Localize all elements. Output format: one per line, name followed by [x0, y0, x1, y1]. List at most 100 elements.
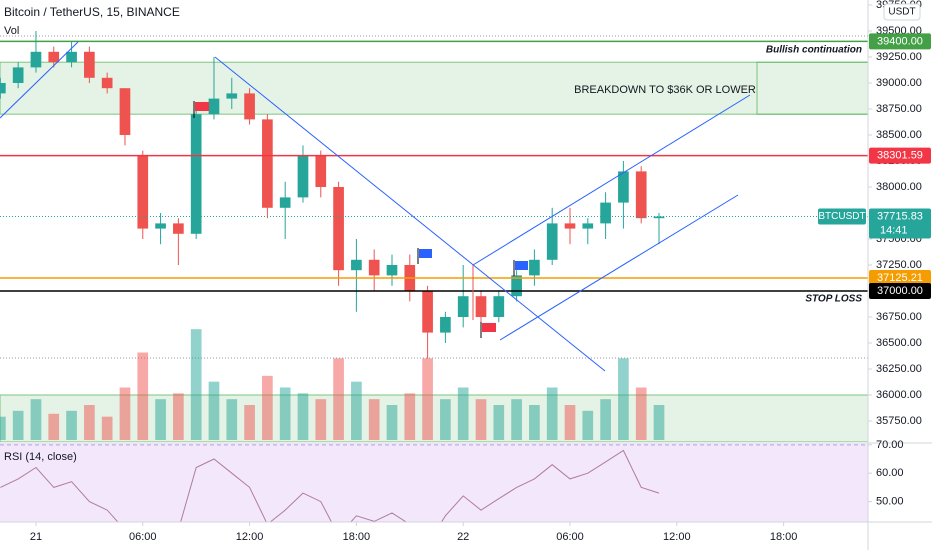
- candle-body: [529, 259, 540, 276]
- volume-bar: [0, 416, 6, 440]
- volume-bar: [457, 387, 469, 440]
- candle-body: [119, 88, 131, 135]
- x-tick-label: 06:00: [129, 531, 157, 543]
- y-tick-label: 36250.00: [876, 363, 922, 375]
- flag: [195, 102, 209, 111]
- rsi-label: RSI (14, close): [4, 451, 77, 463]
- zone-box: [756, 61, 868, 115]
- candle-body: [12, 67, 24, 83]
- volume-bar: [511, 399, 522, 440]
- candle-body: [475, 296, 487, 317]
- candle-body: [333, 186, 344, 271]
- candle-body: [155, 223, 166, 229]
- candle-body: [244, 93, 255, 120]
- x-tick-label: 22: [457, 531, 469, 543]
- volume-bar: [368, 399, 380, 440]
- rsi-tick-label: 50.00: [876, 495, 904, 507]
- volume-bar: [529, 405, 540, 440]
- candle-body: [66, 51, 77, 63]
- volume-bar: [84, 405, 95, 440]
- candle-body: [546, 223, 558, 260]
- volume-bar: [155, 399, 166, 440]
- symbol-tag: [818, 208, 866, 225]
- candle-body: [493, 296, 505, 317]
- currency-label: USDT: [888, 7, 915, 18]
- volume-bar: [208, 381, 220, 440]
- volume-bar: [333, 358, 344, 440]
- candle-body: [137, 155, 149, 229]
- volume-bar: [404, 393, 416, 440]
- price-tag: [869, 33, 931, 50]
- volume-bar: [48, 413, 60, 440]
- flag: [419, 249, 432, 258]
- y-tick-label: 35750.00: [876, 415, 922, 427]
- x-tick-label: 18:00: [770, 531, 798, 543]
- volume-bar: [315, 399, 327, 440]
- volume-bar: [297, 393, 309, 440]
- y-tick-label: 39250.00: [876, 51, 922, 63]
- symbol-tag-label: BTCUSDT: [818, 211, 865, 222]
- x-tick-label: 12:00: [236, 531, 264, 543]
- candle-body: [262, 119, 273, 208]
- price-tag: [869, 208, 931, 239]
- volume-bar: [422, 358, 433, 440]
- price-tag: [869, 269, 931, 286]
- rsi-line: [0, 449, 660, 522]
- y-tick-label: 39000.00: [876, 77, 922, 89]
- channel-line: [472, 94, 751, 266]
- candle-body: [226, 93, 238, 99]
- y-tick-label: 38750.00: [876, 103, 922, 115]
- candle-body: [297, 155, 309, 198]
- volume-bar: [618, 358, 629, 440]
- candle-body: [511, 275, 522, 297]
- channel-line: [499, 194, 739, 341]
- rsi-tick-label: 70.00: [876, 439, 904, 451]
- volume-bar: [386, 405, 398, 440]
- candle-body: [190, 114, 202, 234]
- countdown: 14:41: [880, 224, 908, 236]
- currency-button[interactable]: [883, 3, 921, 21]
- trend-line: [214, 56, 606, 372]
- annotation: STOP LOSS: [805, 294, 862, 305]
- y-tick-label: 36500.00: [876, 337, 922, 349]
- candle-body: [279, 197, 291, 208]
- zone: [0, 61, 868, 115]
- x-tick-label: 06:00: [556, 531, 584, 543]
- volume-bar: [600, 399, 611, 440]
- volume-bar: [493, 405, 505, 440]
- volume-bar: [582, 410, 594, 440]
- candle-body: [101, 77, 113, 89]
- candle-body: [582, 223, 594, 229]
- y-tick-label: 37250.00: [876, 259, 922, 271]
- candle-body: [600, 202, 611, 224]
- volume-bar: [635, 387, 647, 440]
- candle-body: [635, 171, 647, 219]
- flag: [482, 323, 496, 332]
- volume-bar: [262, 375, 273, 440]
- volume-bar: [12, 410, 24, 440]
- price-pane: [0, 30, 868, 442]
- drawings: [0, 41, 751, 372]
- volume-bar: [564, 405, 576, 440]
- volume-label: Vol: [4, 25, 19, 37]
- price-tag-label: 37125.21: [877, 272, 923, 284]
- flag: [515, 261, 528, 270]
- volume-bar: [137, 352, 149, 440]
- candle-body: [386, 264, 398, 276]
- candle-body: [653, 216, 665, 219]
- rsi-lines: [0, 444, 868, 522]
- candle-body: [30, 51, 42, 68]
- candle-body: [368, 259, 380, 276]
- volume-bar: [226, 399, 238, 440]
- volume-bar: [440, 399, 451, 440]
- price-tag-label: 37000.00: [877, 285, 923, 297]
- volume-bar: [244, 405, 255, 440]
- axes: 39750.0039500.0039250.0039000.0038750.00…: [30, 0, 931, 543]
- price-tag-label: 38301.59: [877, 150, 923, 162]
- candle-body: [351, 259, 362, 271]
- price-tag: [869, 282, 931, 299]
- y-tick-label: 36000.00: [876, 389, 922, 401]
- candle-body: [618, 171, 629, 203]
- y-tick-label: 38000.00: [876, 181, 922, 193]
